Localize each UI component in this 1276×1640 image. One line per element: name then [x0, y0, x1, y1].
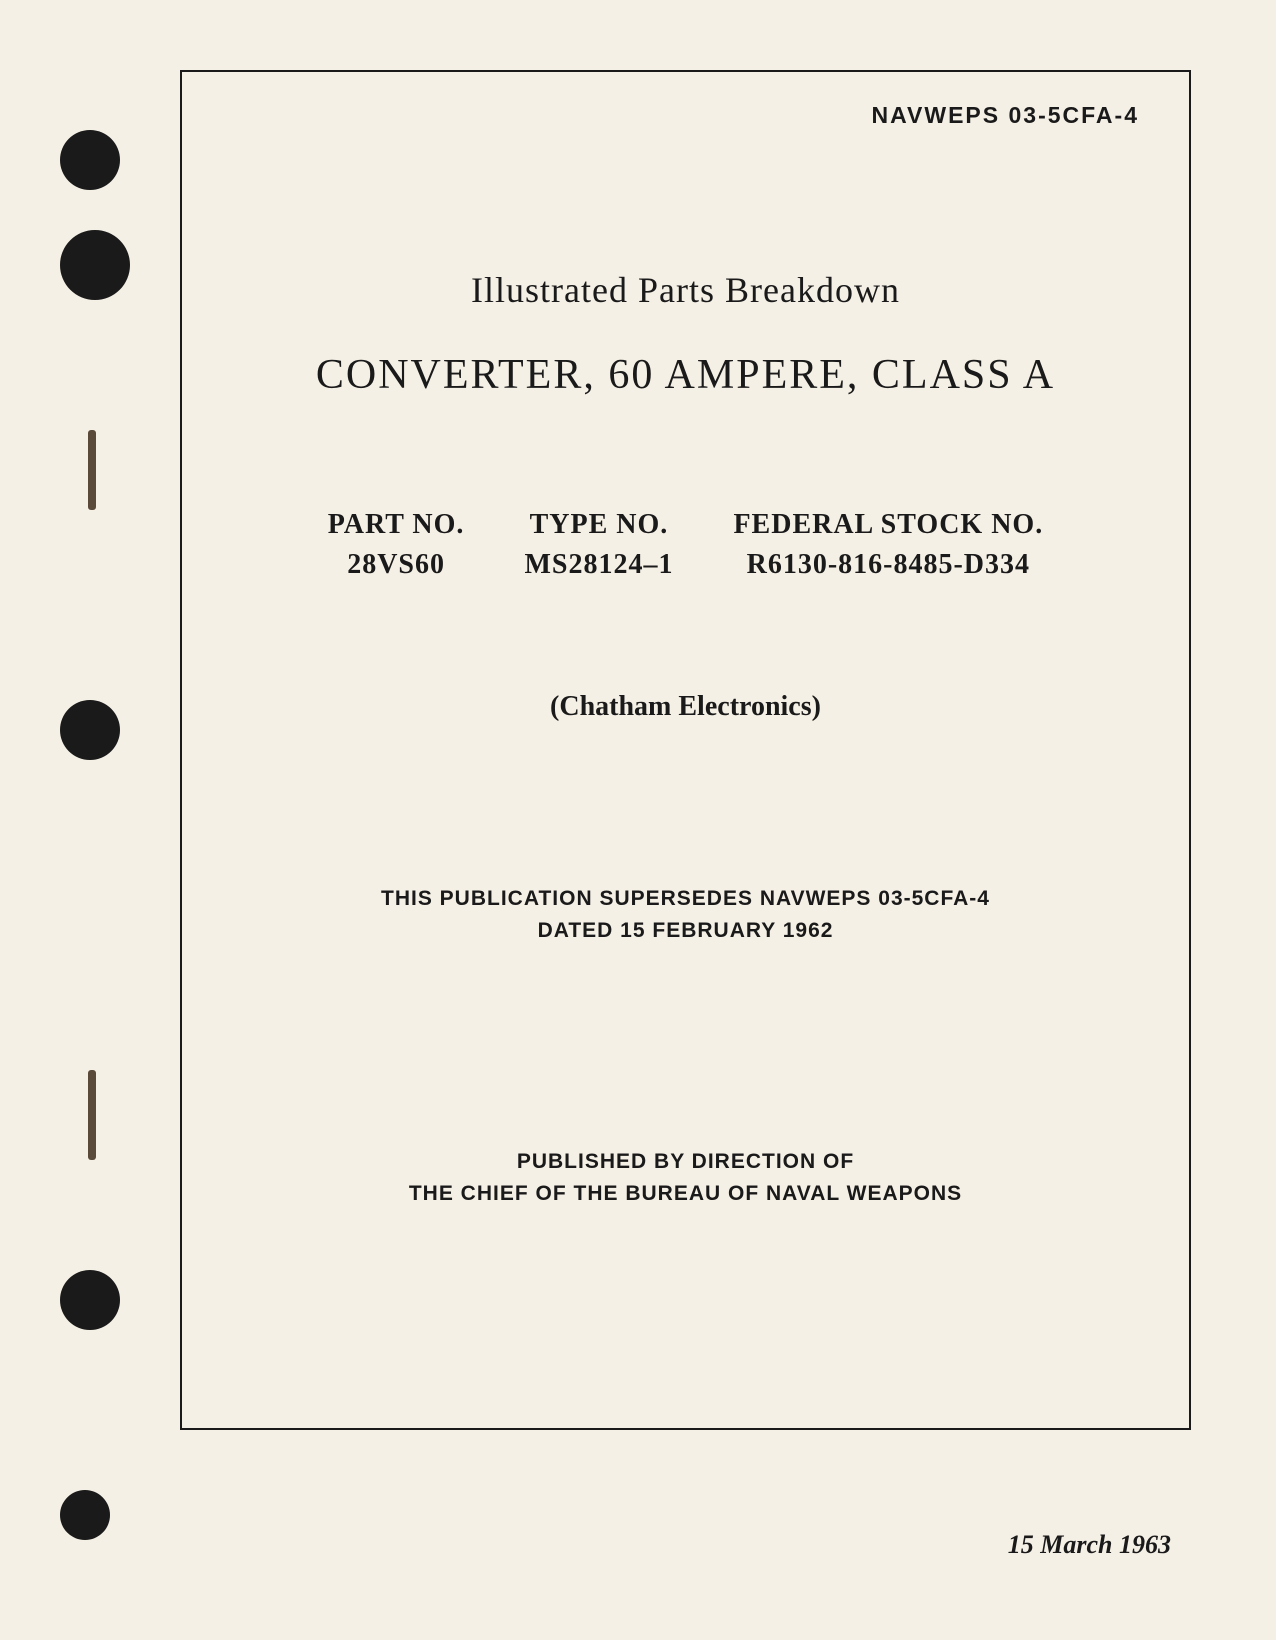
supersedes-notice: THIS PUBLICATION SUPERSEDES NAVWEPS 03-5…: [232, 883, 1139, 946]
part-number-label: PART NO.: [328, 509, 465, 541]
staple-mark: [88, 1070, 96, 1160]
punch-hole-icon: [60, 700, 120, 760]
staple-mark: [88, 430, 96, 510]
punch-hole-icon: [60, 1490, 110, 1540]
type-number-label: TYPE NO.: [524, 509, 673, 541]
part-number-value: 28VS60: [328, 549, 465, 581]
federal-stock-column: FEDERAL STOCK NO. R6130-816-8485-D334: [733, 509, 1043, 581]
part-number-column: PART NO. 28VS60: [328, 509, 465, 581]
content-border: NAVWEPS 03-5CFA-4 Illustrated Parts Brea…: [180, 70, 1191, 1430]
type-number-value: MS28124–1: [524, 549, 673, 581]
publisher-line-2: THE CHIEF OF THE BUREAU OF NAVAL WEAPONS: [232, 1178, 1139, 1210]
publisher-line-1: PUBLISHED BY DIRECTION OF: [232, 1146, 1139, 1178]
parts-info-row: PART NO. 28VS60 TYPE NO. MS28124–1 FEDER…: [232, 509, 1139, 581]
document-number: NAVWEPS 03-5CFA-4: [232, 102, 1139, 129]
publisher-info: PUBLISHED BY DIRECTION OF THE CHIEF OF T…: [232, 1146, 1139, 1209]
federal-stock-label: FEDERAL STOCK NO.: [733, 509, 1043, 541]
punch-hole-icon: [60, 130, 120, 190]
document-subtitle: Illustrated Parts Breakdown: [232, 269, 1139, 311]
publication-date: 15 March 1963: [1008, 1530, 1171, 1560]
punch-hole-icon: [60, 1270, 120, 1330]
manufacturer-name: (Chatham Electronics): [232, 691, 1139, 723]
federal-stock-value: R6130-816-8485-D334: [733, 549, 1043, 581]
document-title: CONVERTER, 60 AMPERE, CLASS A: [232, 351, 1139, 399]
type-number-column: TYPE NO. MS28124–1: [524, 509, 673, 581]
punch-hole-icon: [60, 230, 130, 300]
page-container: NAVWEPS 03-5CFA-4 Illustrated Parts Brea…: [0, 0, 1276, 1640]
supersedes-line-1: THIS PUBLICATION SUPERSEDES NAVWEPS 03-5…: [232, 883, 1139, 915]
supersedes-line-2: DATED 15 FEBRUARY 1962: [232, 915, 1139, 947]
